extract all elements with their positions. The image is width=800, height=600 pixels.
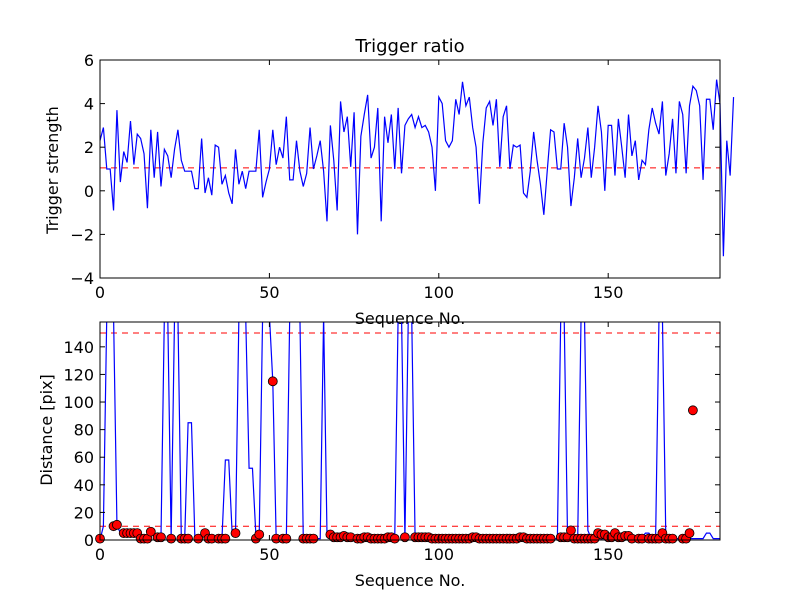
data-point: [281, 533, 292, 544]
y-tick-label: 100: [63, 393, 94, 412]
x-tick-label: 50: [259, 283, 279, 302]
data-point: [112, 519, 122, 530]
data-point: [166, 533, 177, 544]
y-tick-label: 0: [84, 182, 94, 201]
plot-frame: [99, 59, 721, 279]
marker-points: [95, 376, 698, 544]
data-point: [267, 376, 278, 387]
trigger-strength-line: [99, 79, 735, 257]
threshold-lines: [100, 332, 720, 527]
data-point: [684, 528, 695, 539]
data-point: [254, 529, 265, 540]
data-point: [145, 526, 156, 537]
x-axis-label: Sequence No.: [355, 309, 466, 328]
data-point: [400, 532, 410, 543]
x-tick-label: 150: [593, 283, 624, 302]
data-point: [545, 533, 556, 544]
data-point: [230, 528, 241, 539]
x-axis-label: Sequence No.: [355, 571, 466, 590]
data-point: [667, 533, 678, 544]
y-tick-label: −4: [70, 269, 94, 288]
data-point: [220, 533, 231, 544]
y-tick-label: 6: [84, 51, 94, 70]
y-tick-label: 2: [84, 138, 94, 157]
distance-chart: Distance [pix] 0 50 100 150 0 20 40 60 80 100 120 1…: [37, 321, 721, 590]
x-tick-label: 0: [95, 283, 105, 302]
trigger-ratio-chart: Trigger ratio Trigger strength 0 50 100 150…: [43, 36, 735, 328]
y-tick-label: 80: [74, 421, 94, 440]
tick-labels: 0 50 100 150 −4 −2 0 2 4 6: [70, 51, 623, 302]
data-point: [687, 405, 698, 416]
tick-marks: [99, 322, 720, 541]
x-tick-label: 100: [424, 545, 455, 564]
y-tick-label: 40: [74, 476, 94, 495]
y-axis-label: Trigger strength: [43, 106, 62, 235]
chart-title: Trigger ratio: [354, 36, 464, 57]
plot-frame: [99, 321, 721, 541]
y-axis-label: Distance [pix]: [37, 374, 56, 486]
data-point: [193, 533, 204, 544]
x-tick-label: 0: [95, 545, 105, 564]
y-tick-label: 4: [84, 95, 94, 114]
x-tick-label: 50: [259, 545, 279, 564]
x-tick-label: 100: [424, 283, 455, 302]
y-tick-label: 120: [63, 365, 94, 384]
data-point: [156, 532, 166, 543]
y-tick-label: 140: [63, 338, 94, 357]
y-tick-label: 60: [74, 448, 94, 467]
data-point: [183, 533, 193, 544]
series-line: [99, 79, 735, 257]
y-tick-label: −2: [70, 225, 94, 244]
data-point: [308, 533, 319, 544]
y-tick-label: 20: [74, 503, 94, 522]
y-tick-label: 0: [84, 531, 94, 550]
x-tick-label: 150: [593, 545, 624, 564]
data-point: [389, 533, 400, 544]
data-point: [566, 525, 576, 536]
tick-labels: 0 50 100 150 0 20 40 60 80 100 120 140: [63, 338, 623, 564]
tick-marks: [99, 59, 720, 279]
